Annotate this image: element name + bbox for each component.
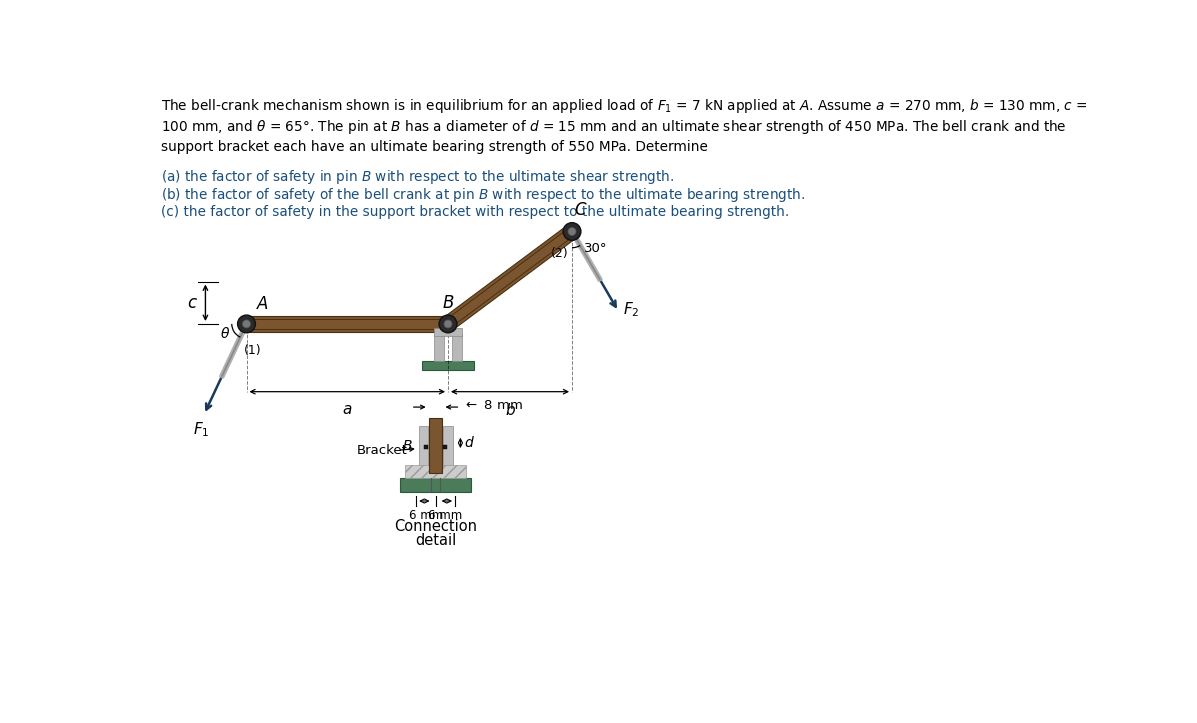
- Text: $B$: $B$: [402, 439, 412, 453]
- Text: $\leftarrow$ 8 mm: $\leftarrow$ 8 mm: [463, 399, 523, 412]
- Bar: [452, 334, 462, 362]
- Bar: [429, 418, 442, 474]
- Text: $B$: $B$: [442, 294, 454, 312]
- Text: 100 mm, and $\theta$ = 65°. The pin at $B$ has a diameter of $d$ = 15 mm and an : 100 mm, and $\theta$ = 65°. The pin at $…: [162, 119, 1067, 137]
- Text: support bracket each have an ultimate bearing strength of 550 MPa. Determine: support bracket each have an ultimate be…: [162, 140, 709, 154]
- Bar: [406, 465, 466, 478]
- Text: Connection: Connection: [394, 518, 478, 534]
- Bar: [443, 426, 452, 466]
- Text: $F_2$: $F_2$: [624, 301, 639, 320]
- Text: $\theta$: $\theta$: [220, 326, 231, 341]
- Text: (1): (1): [243, 343, 261, 356]
- Text: (a) the factor of safety in pin $B$ with respect to the ultimate shear strength.: (a) the factor of safety in pin $B$ with…: [162, 168, 675, 186]
- Bar: [423, 362, 474, 370]
- Circle shape: [439, 315, 457, 333]
- Text: $a$: $a$: [342, 402, 352, 416]
- Bar: [419, 426, 427, 466]
- Text: $c$: $c$: [187, 294, 198, 312]
- Text: (2): (2): [551, 247, 569, 260]
- Bar: [425, 445, 427, 449]
- Bar: [443, 445, 446, 449]
- Text: $F_1$: $F_1$: [193, 420, 209, 439]
- Text: (b) the factor of safety of the bell crank at pin $B$ with respect to the ultima: (b) the factor of safety of the bell cra…: [162, 186, 806, 204]
- Circle shape: [563, 223, 581, 240]
- Text: $A$: $A$: [256, 295, 269, 313]
- Circle shape: [237, 315, 255, 333]
- Circle shape: [569, 228, 576, 236]
- Text: 6 mm: 6 mm: [409, 510, 443, 523]
- Text: The bell-crank mechanism shown is in equilibrium for an applied load of $F_1$ = : The bell-crank mechanism shown is in equ…: [162, 97, 1088, 115]
- Polygon shape: [245, 316, 450, 332]
- Bar: [435, 328, 462, 336]
- Bar: [435, 334, 444, 362]
- Circle shape: [444, 320, 452, 328]
- Polygon shape: [443, 226, 577, 330]
- Text: 6 mm: 6 mm: [429, 510, 462, 523]
- Text: $C$: $C$: [573, 201, 587, 219]
- Circle shape: [243, 320, 250, 328]
- Text: detail: detail: [415, 533, 456, 547]
- Bar: [400, 478, 472, 492]
- Text: (c) the factor of safety in the support bracket with respect to the ultimate bea: (c) the factor of safety in the support …: [162, 205, 790, 218]
- Text: 30°: 30°: [584, 242, 608, 255]
- Text: $d$: $d$: [464, 435, 475, 450]
- Text: $b$: $b$: [504, 402, 516, 418]
- Text: Bracket: Bracket: [357, 445, 407, 458]
